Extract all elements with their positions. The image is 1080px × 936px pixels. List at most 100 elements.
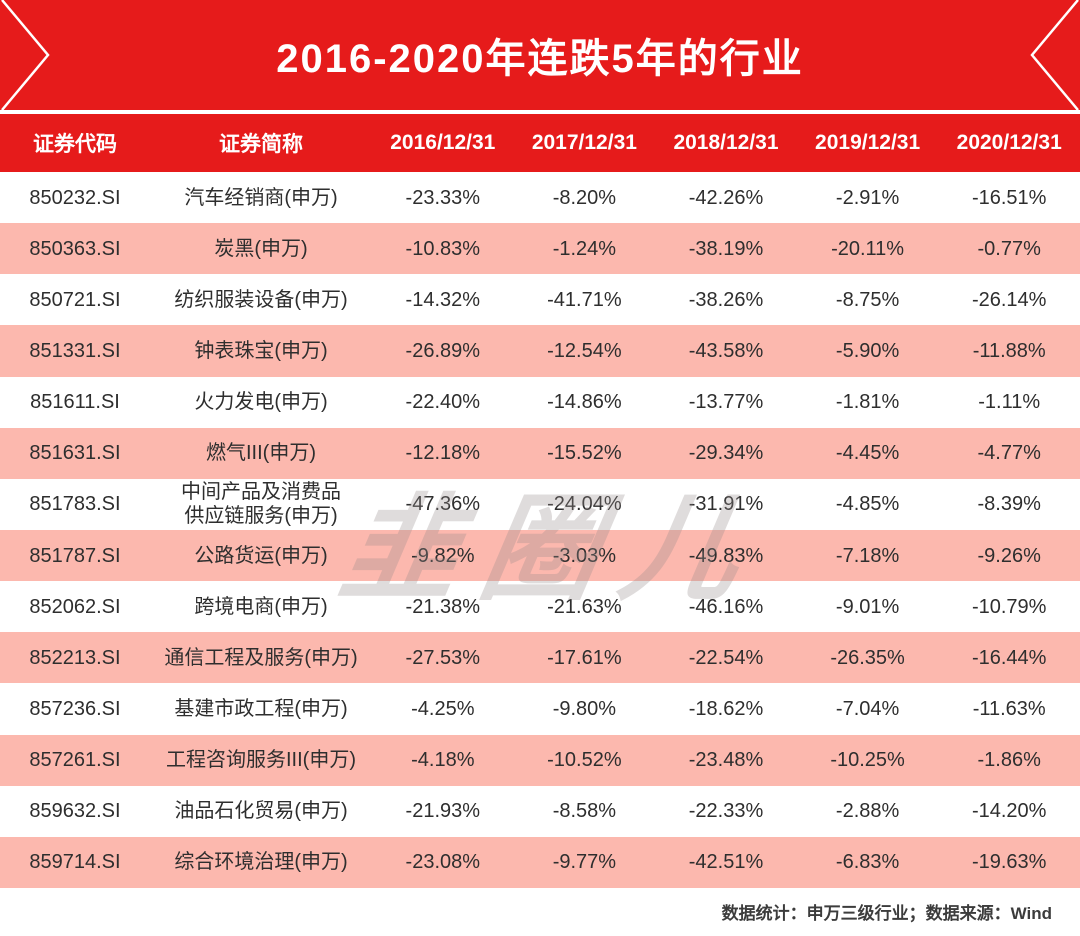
- return-2016-cell: -47.36%: [405, 493, 481, 516]
- table-row: 851331.SI 钟表珠宝(申万) -26.89% -12.54% -43.58% -5…: [0, 325, 1080, 377]
- return-2017-cell: -3.03%: [552, 544, 617, 567]
- return-2017-cell: -1.24%: [552, 237, 617, 260]
- security-name-cell: 纺织服装设备(申万): [174, 288, 348, 311]
- return-2019-cell: -6.83%: [835, 851, 900, 874]
- table-row: 859632.SI 油品石化贸易(申万) -21.93% -8.58% -22.33% -…: [0, 785, 1080, 837]
- return-2019-cell: -8.75%: [835, 288, 900, 311]
- return-2017-cell: -8.58%: [552, 800, 617, 823]
- return-2019-cell: -2.88%: [835, 800, 900, 823]
- return-2017-cell: -17.61%: [547, 646, 622, 669]
- security-code-cell: 851631.SI: [29, 442, 121, 465]
- return-2020-cell: -0.77%: [977, 237, 1041, 260]
- return-2020-cell: -10.79%: [971, 595, 1047, 618]
- return-2016-cell: -4.18%: [411, 749, 475, 772]
- security-name-cell: 油品石化贸易(申万): [174, 800, 348, 823]
- return-2016-cell: -23.08%: [405, 851, 481, 874]
- return-2019-cell: -4.85%: [835, 493, 900, 516]
- security-code-cell: 851787.SI: [29, 544, 121, 567]
- return-2020-cell: -16.51%: [971, 186, 1047, 209]
- return-2018-cell: -23.48%: [688, 749, 764, 772]
- return-2017-cell: -41.71%: [547, 288, 622, 311]
- return-2018-cell: -22.33%: [688, 800, 764, 823]
- column-header-name: 证券简称: [219, 133, 303, 156]
- data-source-note: 数据统计：申万三级行业；数据来源：Wind: [721, 904, 1052, 924]
- return-2018-cell: -31.91%: [688, 493, 764, 516]
- return-2020-cell: -11.63%: [972, 697, 1046, 720]
- security-name-cell: 综合环境治理(申万): [174, 851, 348, 874]
- return-2017-cell: -12.54%: [547, 339, 622, 362]
- security-code-cell: 852213.SI: [29, 646, 121, 669]
- security-name-cell: 汽车经销商(申万): [184, 186, 338, 209]
- title-banner: 2016-2020年连跌5年的行业: [0, 0, 1080, 110]
- return-2018-cell: -49.83%: [688, 544, 764, 567]
- return-2020-cell: -19.63%: [971, 851, 1047, 874]
- industry-returns-table: 证券代码 证券简称 2016/12/31 2017/12/31 2018/12/…: [0, 114, 1080, 888]
- security-name-cell: 炭黑(申万): [214, 237, 308, 260]
- return-2020-cell: -11.88%: [972, 339, 1046, 362]
- security-code-cell: 850232.SI: [29, 186, 121, 209]
- table-row: 851631.SI 燃气III(申万) -12.18% -15.52% -29.34% -…: [0, 427, 1080, 479]
- table-row: 851783.SI 中间产品及消费品 供应链服务(申万) -47.36% -24.04…: [0, 478, 1080, 530]
- return-2016-cell: -27.53%: [405, 646, 481, 669]
- return-2019-cell: -9.01%: [835, 595, 900, 618]
- table-row: 852213.SI 通信工程及服务(申万) -27.53% -17.61% -22.54…: [0, 632, 1080, 684]
- security-name-cell: 工程咨询服务III(申万): [166, 749, 356, 772]
- column-header-2019: 2019/12/31: [815, 131, 921, 154]
- return-2016-cell: -26.89%: [405, 339, 481, 362]
- column-header-2017: 2017/12/31: [531, 131, 637, 154]
- return-2016-cell: -10.83%: [405, 237, 481, 260]
- return-2019-cell: -1.81%: [835, 391, 900, 414]
- security-code-cell: 857261.SI: [29, 749, 121, 772]
- table-row: 851787.SI 公路货运(申万) -9.82% -3.03% -49.83% -7.1…: [0, 529, 1080, 582]
- return-2016-cell: -21.38%: [405, 595, 481, 618]
- return-2017-cell: -21.63%: [547, 595, 622, 618]
- return-2017-cell: -10.52%: [547, 749, 622, 772]
- security-code-cell: 857236.SI: [29, 697, 121, 720]
- security-name-cell: 跨境电商(申万): [194, 595, 328, 618]
- return-2020-cell: -14.20%: [971, 800, 1047, 823]
- page-title: 2016-2020年连跌5年的行业: [276, 37, 804, 81]
- security-name-cell: 基建市政工程(申万): [174, 697, 348, 720]
- return-2019-cell: -26.35%: [830, 646, 905, 669]
- return-2016-cell: -14.32%: [405, 288, 481, 311]
- return-2020-cell: -4.77%: [977, 442, 1041, 465]
- column-header-2020: 2020/12/31: [956, 131, 1062, 154]
- table-row: 852062.SI 跨境电商(申万) -21.38% -21.63% -46.16% -9…: [0, 581, 1080, 633]
- table-row: 859714.SI 综合环境治理(申万) -23.08% -9.77% -42.51% -…: [0, 836, 1080, 888]
- return-2020-cell: -16.44%: [971, 646, 1047, 669]
- security-code-cell: 851611.SI: [30, 391, 120, 414]
- return-2017-cell: -14.86%: [547, 391, 622, 414]
- return-2019-cell: -7.04%: [835, 697, 900, 720]
- security-name-cell: 燃气III(申万): [206, 442, 316, 465]
- table-header-row: 证券代码 证券简称 2016/12/31 2017/12/31 2018/12/…: [0, 114, 1080, 172]
- return-2019-cell: -2.91%: [835, 186, 900, 209]
- return-2018-cell: -43.58%: [688, 339, 764, 362]
- security-name-cell: 公路货运(申万): [194, 544, 328, 567]
- security-name-cell: 钟表珠宝(申万): [194, 339, 328, 362]
- return-2016-cell: -23.33%: [405, 186, 481, 209]
- return-2018-cell: -38.19%: [688, 237, 764, 260]
- return-2019-cell: -4.45%: [835, 442, 900, 465]
- return-2016-cell: -9.82%: [411, 544, 475, 567]
- return-2020-cell: -1.11%: [978, 391, 1041, 414]
- security-code-cell: 851331.SI: [29, 339, 121, 362]
- security-code-cell: 852062.SI: [29, 595, 121, 618]
- return-2017-cell: -8.20%: [552, 186, 617, 209]
- return-2020-cell: -26.14%: [971, 288, 1047, 311]
- return-2018-cell: -13.77%: [688, 391, 764, 414]
- return-2018-cell: -46.16%: [688, 595, 764, 618]
- column-header-code: 证券代码: [33, 133, 117, 156]
- return-2018-cell: -29.34%: [688, 442, 764, 465]
- return-2017-cell: -24.04%: [547, 493, 622, 516]
- column-header-2018: 2018/12/31: [673, 131, 779, 154]
- return-2016-cell: -12.18%: [405, 442, 481, 465]
- return-2018-cell: -42.26%: [688, 186, 764, 209]
- return-2020-cell: -1.86%: [977, 749, 1041, 772]
- security-code-cell: 850721.SI: [29, 288, 121, 311]
- table-row: 851611.SI 火力发电(申万) -22.40% -14.86% -13.77% -1…: [0, 376, 1080, 428]
- ribbon-notch-left-icon: [1, 0, 50, 110]
- table-row: 857261.SI 工程咨询服务III(申万) -4.18% -10.52% -23.4…: [0, 734, 1080, 786]
- return-2018-cell: -18.62%: [688, 697, 764, 720]
- table-row: 850232.SI 汽车经销商(申万) -23.33% -8.20% -42.26% -2…: [0, 172, 1080, 224]
